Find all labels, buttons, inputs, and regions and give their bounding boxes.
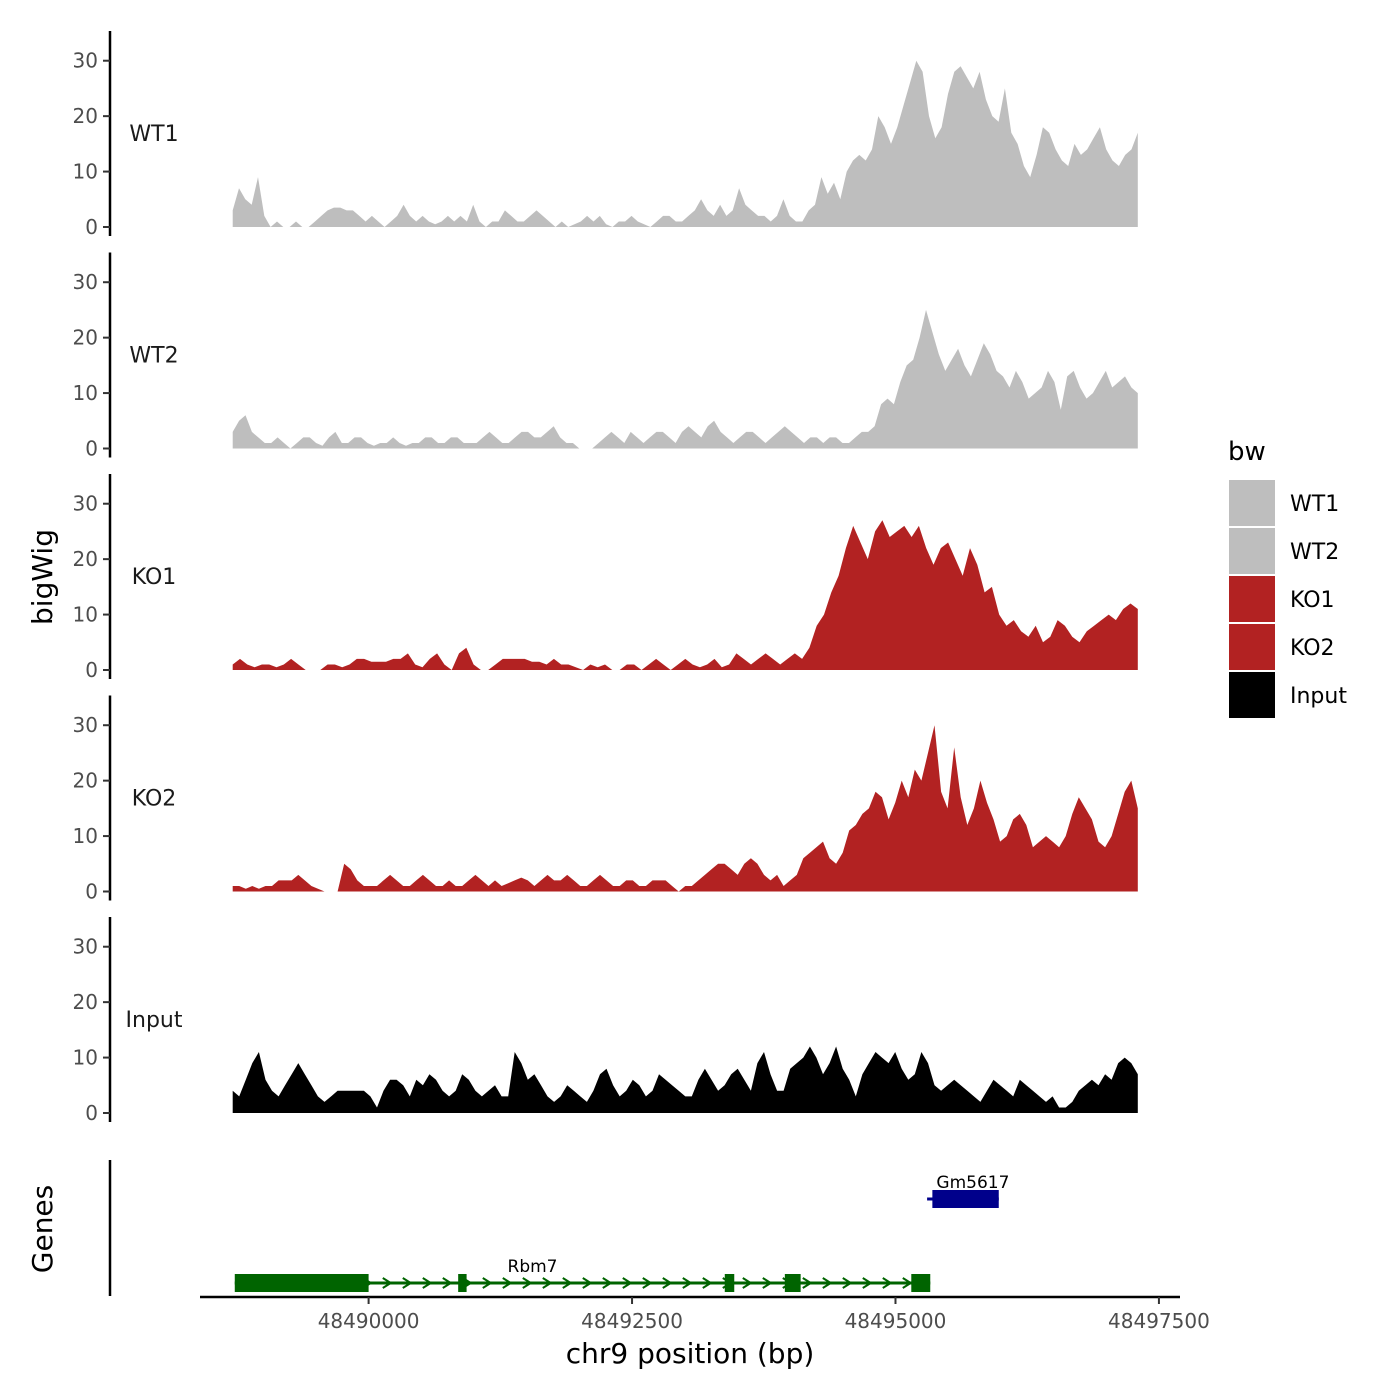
- strand-arrow: [902, 1277, 913, 1289]
- coverage-area: [232, 60, 1138, 228]
- y-tick-label: 10: [73, 1046, 98, 1070]
- y-tick-label: 10: [73, 160, 98, 184]
- legend-label-ko2: KO2: [1290, 636, 1335, 661]
- legend-swatch-input: [1229, 672, 1275, 718]
- track-wt1: 0 10 20 30 WT1: [73, 31, 1138, 239]
- strand-arrow: [562, 1277, 573, 1289]
- gene-exon: [784, 1274, 801, 1292]
- y-tick-label: 20: [73, 769, 98, 793]
- coverage-area: [232, 1046, 1138, 1113]
- legend-swatch-ko2: [1229, 624, 1275, 670]
- strand-arrow: [582, 1277, 593, 1289]
- y-tick-label: 30: [73, 49, 98, 73]
- strand-arrow: [382, 1277, 393, 1289]
- strand-arrow: [402, 1277, 413, 1289]
- track-input: 0 10 20 30 Input: [73, 917, 1138, 1125]
- track-label: KO2: [132, 787, 177, 812]
- x-tick-label: 48497500: [1108, 1309, 1210, 1333]
- y-tick-label: 30: [73, 270, 98, 294]
- strand-arrow: [822, 1277, 833, 1289]
- strand-arrow: [702, 1277, 713, 1289]
- coverage-area: [232, 520, 1138, 670]
- y-tick-label: 10: [73, 381, 98, 405]
- x-tick-label: 48492500: [581, 1309, 683, 1333]
- gene-exon: [458, 1274, 467, 1292]
- y-tick-label: 10: [73, 603, 98, 627]
- legend-swatch-wt1: [1229, 480, 1275, 526]
- legend-label-wt2: WT2: [1290, 540, 1339, 565]
- strand-arrow: [842, 1277, 853, 1289]
- strand-arrow: [422, 1277, 433, 1289]
- track-label: Input: [126, 1008, 183, 1033]
- x-tick-label: 48495000: [845, 1309, 947, 1333]
- track-wt2: 0 10 20 30 WT2: [73, 252, 1138, 461]
- coverage-tracks: 0 10 20 30 WT1 0 10 20 30 WT2 0 10 20 30 KO1 0 10 20 30 KO2…: [73, 31, 1138, 1125]
- track-label: KO1: [132, 565, 177, 590]
- y-tick-label: 30: [73, 935, 98, 959]
- gene-exon: [234, 1274, 369, 1292]
- x-axis: 48490000 48492500 48495000 48497500: [200, 1295, 1210, 1333]
- genes-axis-title: Genes: [26, 1185, 59, 1273]
- gene-name-label: Rbm7: [508, 1257, 558, 1277]
- legend: bw WT1 WT2 KO1 KO2 Input: [1228, 437, 1347, 718]
- y-tick-label: 20: [73, 104, 98, 128]
- legend-label-ko1: KO1: [1290, 588, 1335, 613]
- strand-arrow: [882, 1277, 893, 1289]
- gene-rbm7: Rbm7: [234, 1257, 931, 1292]
- strand-arrow: [442, 1277, 453, 1289]
- coverage-area: [232, 725, 1138, 892]
- strand-arrow: [542, 1277, 553, 1289]
- strand-arrow: [622, 1277, 633, 1289]
- strand-arrow: [802, 1277, 813, 1289]
- strand-arrow: [862, 1277, 873, 1289]
- gene-exon: [911, 1274, 931, 1292]
- legend-label-input: Input: [1290, 684, 1347, 709]
- gene-exon: [932, 1190, 999, 1208]
- y-tick-label: 10: [73, 824, 98, 848]
- strand-arrow: [502, 1277, 513, 1289]
- legend-title: bw: [1228, 437, 1266, 467]
- y-tick-label: 30: [73, 492, 98, 516]
- y-tick-label: 0: [85, 880, 98, 904]
- x-axis-title: chr9 position (bp): [566, 1337, 815, 1370]
- legend-swatch-ko1: [1229, 576, 1275, 622]
- strand-arrow: [742, 1277, 753, 1289]
- strand-arrow: [522, 1277, 533, 1289]
- track-label: WT1: [129, 122, 178, 147]
- gene-name-label: Gm5617: [936, 1173, 1009, 1193]
- strand-arrow: [762, 1277, 773, 1289]
- track-ko2: 0 10 20 30 KO2: [73, 695, 1138, 904]
- y-tick-label: 20: [73, 990, 98, 1014]
- y-tick-label: 30: [73, 713, 98, 737]
- y-tick-label: 0: [85, 1101, 98, 1125]
- y-tick-label: 0: [85, 658, 98, 682]
- legend-label-wt1: WT1: [1290, 492, 1339, 517]
- track-ko1: 0 10 20 30 KO1: [73, 474, 1138, 682]
- y-tick-label: 0: [85, 437, 98, 461]
- legend-swatch-wt2: [1229, 528, 1275, 574]
- y-tick-label: 20: [73, 547, 98, 571]
- strand-arrow: [682, 1277, 693, 1289]
- strand-arrow: [482, 1277, 493, 1289]
- strand-arrow: [662, 1277, 673, 1289]
- strand-arrow: [642, 1277, 653, 1289]
- coverage-area: [232, 309, 1138, 449]
- x-tick-label: 48490000: [318, 1309, 420, 1333]
- track-label: WT2: [129, 344, 178, 369]
- y-axis-title: bigWig: [26, 529, 59, 625]
- gene-exon: [724, 1274, 735, 1292]
- gene-gm5617: Gm5617: [927, 1173, 1009, 1208]
- gene-track: Rbm7 Gm5617: [108, 1160, 1009, 1296]
- strand-arrow: [602, 1277, 613, 1289]
- y-tick-label: 0: [85, 215, 98, 239]
- y-tick-label: 20: [73, 326, 98, 350]
